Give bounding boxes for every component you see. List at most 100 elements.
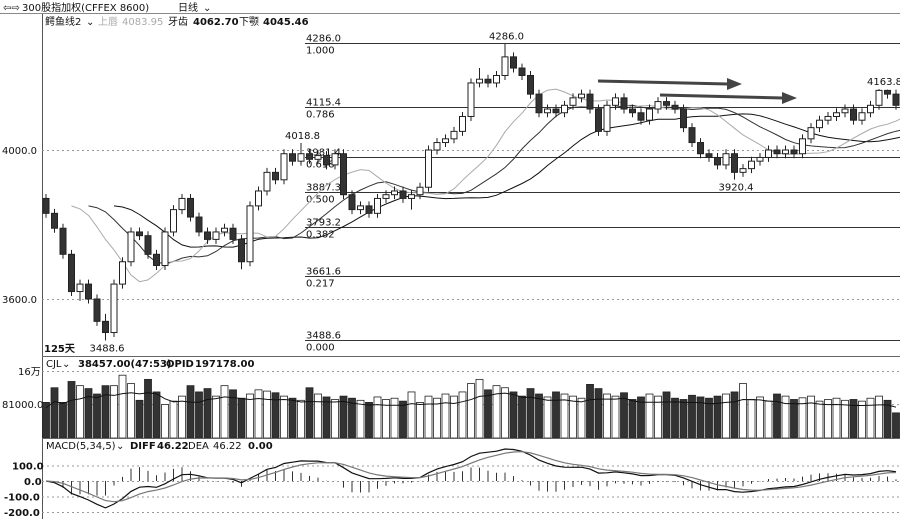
candlestick: [484, 74, 492, 88]
macd-value: 0.00: [248, 441, 273, 452]
candle-body: [425, 149, 432, 188]
candlestick: [799, 134, 806, 159]
candle-body: [595, 108, 602, 132]
volume-bar: [67, 381, 76, 439]
volume-bar: [424, 395, 433, 439]
candle-body: [110, 283, 118, 334]
candlestick: [459, 112, 466, 136]
candlestick: [586, 89, 594, 114]
candle-body: [314, 155, 322, 160]
candlestick: [603, 100, 611, 136]
volume-bar: [586, 383, 594, 439]
volume-bar: [747, 399, 756, 439]
fib-ratio-label: 0.217: [306, 279, 335, 290]
fib-ratio-label: 0.000: [306, 343, 335, 354]
candle-body: [654, 101, 662, 110]
candle-body: [833, 112, 840, 117]
candle-body: [535, 93, 543, 114]
volume-bar: [824, 399, 832, 439]
candlestick: [314, 151, 322, 164]
candle-body: [178, 197, 186, 211]
candlestick: [255, 186, 262, 211]
candle-body: [688, 127, 696, 144]
candle-body: [476, 78, 483, 84]
candle-body: [195, 216, 203, 233]
macd-indicator-name[interactable]: MACD(5,34,5): [46, 441, 116, 452]
candlestick: [187, 193, 194, 222]
candle-body: [433, 142, 441, 151]
candlestick: [110, 279, 118, 337]
candlestick: [569, 93, 577, 110]
candle-body: [68, 253, 75, 293]
candle-body: [739, 168, 747, 173]
period-selector[interactable]: 日线: [178, 1, 198, 14]
diff-line: [45, 448, 897, 509]
macd-axis-label: -100.0: [4, 493, 40, 504]
candle-body: [646, 108, 653, 121]
volume-bar: [297, 399, 305, 439]
volume-bar: [50, 387, 59, 439]
candle-body: [246, 205, 254, 263]
chevron-down-icon[interactable]: ⌄: [86, 17, 94, 28]
volume-bar: [501, 387, 509, 439]
volume-bar: [484, 389, 492, 439]
candle-body: [493, 75, 500, 84]
indicator-name[interactable]: 鳄鱼线2: [45, 15, 81, 28]
chevron-down-icon[interactable]: ⌄: [116, 441, 124, 452]
candlestick: [289, 149, 296, 166]
candle-body: [518, 67, 526, 77]
volume-bar: [577, 397, 586, 439]
candle-body: [348, 194, 356, 211]
volume-bar: [773, 393, 781, 439]
candle-body: [578, 93, 585, 99]
volume-bar: [76, 385, 84, 439]
candlestick: [425, 145, 432, 192]
alligator-line: [71, 88, 900, 283]
candlestick: [892, 89, 900, 110]
candlestick: [671, 100, 679, 114]
price-annotation: 4286.0: [489, 31, 524, 42]
volume-bar: [722, 393, 730, 439]
volume-bar: [790, 399, 798, 439]
candlestick: [493, 71, 500, 88]
volume-bar: [331, 399, 339, 439]
candle-body: [714, 156, 721, 166]
candlestick: [263, 167, 271, 196]
candlestick: [93, 294, 101, 326]
candle-body: [697, 142, 704, 155]
volume-bar: [356, 399, 365, 439]
candle-body: [671, 104, 679, 110]
candlestick: [238, 234, 245, 270]
volume-bar: [246, 393, 254, 439]
candlestick: [790, 145, 798, 159]
jaw-label: 下颚: [239, 16, 259, 28]
back-forward-icon[interactable]: ⇦⇨: [3, 3, 20, 14]
jaw-value: 4045.46: [263, 17, 309, 28]
candlestick: [408, 190, 415, 210]
candlestick: [714, 152, 721, 170]
chevron-down-icon[interactable]: ⌄: [203, 3, 211, 14]
volume-bar: [195, 391, 203, 439]
candle-body: [153, 253, 160, 266]
volume-bar: [628, 399, 637, 439]
volume-bar: [135, 399, 144, 439]
chevron-down-icon[interactable]: ⌄: [62, 359, 70, 370]
volume-bar: [416, 402, 424, 439]
volume-bar: [603, 393, 611, 439]
volume-bar: [93, 393, 101, 439]
candle-body: [365, 205, 373, 214]
volume-bar: [645, 393, 654, 439]
candlestick: [833, 108, 840, 121]
volume-bar: [671, 397, 679, 439]
volume-bar: [611, 395, 620, 439]
trend-arrow: [659, 92, 797, 104]
candle-body: [467, 82, 475, 117]
candle-body: [340, 153, 347, 196]
candlestick: [212, 227, 220, 244]
candlestick: [816, 115, 823, 133]
volume-indicator-name[interactable]: CJL: [46, 359, 62, 370]
candlestick: [620, 93, 628, 114]
fib-price-label: 3488.6: [306, 331, 341, 342]
candlestick: [646, 104, 653, 125]
